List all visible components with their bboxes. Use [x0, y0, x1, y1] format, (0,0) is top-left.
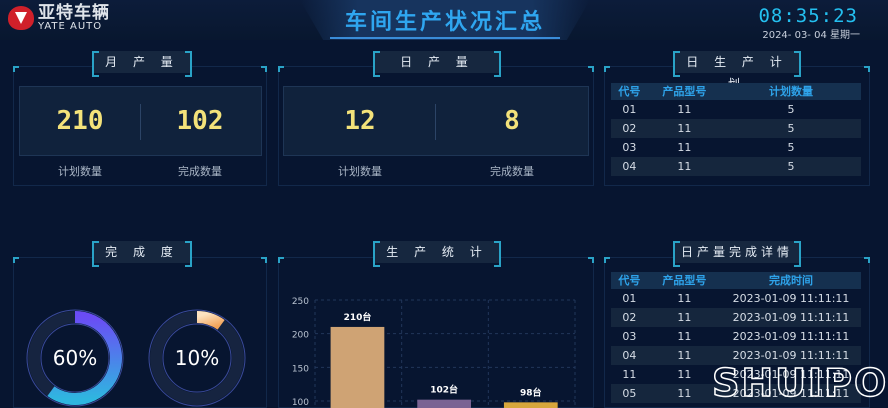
table-cell: 2023-01-09 11:11:11 [721, 384, 861, 403]
gauge-label-1: 10% [175, 346, 219, 370]
logo: 亚特车辆 YATE AUTO [8, 4, 110, 32]
monthly-title: 月 产 量 [92, 51, 192, 77]
date: 2024- 03- 04 星期一 [762, 30, 860, 41]
table-row: 01 11 2023-01-09 11:11:11 [611, 289, 861, 308]
daily-done-value: 8 [504, 106, 520, 136]
gauge-inner-ring [162, 323, 232, 393]
table-cell: 2023-01-09 11:11:11 [732, 292, 850, 305]
col-header: 产品型号 [647, 272, 721, 289]
plan-title: 日 生 产 计 划 [673, 51, 801, 91]
table-cell: 01 [622, 292, 637, 305]
bar-data-label: 98台 [520, 386, 542, 398]
table-cell: 03 [622, 330, 637, 343]
gauge-label-0: 60% [53, 346, 97, 370]
gauge-outer-ring [148, 309, 246, 407]
bar [330, 326, 385, 408]
logo-en: YATE AUTO [38, 21, 103, 32]
col-header: 代号 [611, 83, 648, 100]
table-row: 04 11 5 [611, 157, 861, 176]
table-cell: 2023-01-09 11:11:11 [721, 346, 861, 365]
table-row: 03 11 2023-01-09 11:11:11 [611, 327, 861, 346]
watermark: SHUIPO [711, 361, 888, 405]
monthly-done-value: 102 [176, 106, 224, 136]
table-cell: 5 [721, 119, 861, 138]
table-cell: 11 [677, 292, 692, 305]
logo-cn: 亚特车辆 [38, 3, 110, 23]
gauge-arc [196, 311, 225, 330]
y-tick-label: 150 [292, 364, 309, 374]
monthly-plan-value: 210 [56, 106, 104, 136]
table-cell: 11 [677, 141, 692, 154]
bar [503, 402, 558, 408]
detail-table: 代号 产品型号 完成时间 01 11 2023-01-09 11:11:11 02 11 20… [611, 272, 861, 403]
col-header: 产品型号 [647, 83, 721, 100]
table-cell: 02 [611, 308, 648, 327]
daily-plan-label: 计划数量 [338, 165, 382, 178]
daily-done-label: 完成数量 [490, 165, 534, 178]
table-row: 02 11 5 [611, 119, 861, 138]
table-cell: 2023-01-09 11:11:11 [721, 308, 861, 327]
monthly-plan-label: 计划数量 [58, 165, 102, 178]
col-header: 计划数量 [721, 83, 861, 100]
title-underline [330, 37, 560, 39]
table-cell: 05 [611, 384, 648, 403]
detail-title: 日产量完成详情 [673, 241, 801, 267]
y-tick-label: 100 [292, 398, 309, 408]
logo-mark-icon [8, 6, 34, 30]
plan-table: 代号 产品型号 计划数量 01 11 5 02 11 5 03 11 5 04 11 5 [611, 83, 861, 176]
table-row: 02 11 2023-01-09 11:11:11 [611, 308, 861, 327]
table-cell: 11 [647, 384, 721, 403]
divider [140, 104, 141, 140]
monthly-done-label: 完成数量 [178, 165, 222, 178]
table-cell: 11 [647, 346, 721, 365]
completion-title: 完 成 度 [92, 241, 192, 267]
table-cell: 5 [787, 103, 795, 116]
table-row: 03 11 5 [611, 138, 861, 157]
gauge-arc [47, 311, 122, 405]
table-cell: 11 [677, 330, 692, 343]
bar-data-label: 102台 [430, 384, 458, 396]
table-row: 04 11 2023-01-09 11:11:11 [611, 346, 861, 365]
table-row: 11 11 2023-01-09 11:11:11 [611, 365, 861, 384]
table-cell: 11 [647, 308, 721, 327]
table-cell: 11 [677, 103, 692, 116]
gauges: 60% 10% [26, 309, 246, 407]
gauge-inner-ring [40, 323, 110, 393]
table-cell: 11 [622, 368, 637, 381]
page-title: 车间生产状况汇总 [344, 10, 545, 35]
y-tick-label: 200 [292, 331, 309, 341]
table-cell: 04 [611, 157, 648, 176]
table-cell: 5 [721, 157, 861, 176]
col-header: 代号 [611, 272, 648, 289]
table-cell: 2023-01-09 11:11:11 [732, 368, 850, 381]
bar-data-label: 210台 [344, 311, 372, 323]
y-tick-label: 250 [292, 297, 309, 307]
table-cell: 04 [611, 346, 648, 365]
table-cell: 03 [622, 141, 637, 154]
table-cell: 11 [647, 119, 721, 138]
table-cell: 11 [677, 368, 692, 381]
table-cell: 5 [787, 141, 795, 154]
title-bar [300, 0, 590, 40]
table-cell: 01 [622, 103, 637, 116]
stats-title: 生 产 统 计 [373, 241, 501, 267]
gauge-outer-ring [26, 309, 124, 407]
divider [435, 104, 436, 140]
table-row: 01 11 5 [611, 100, 861, 119]
production-bar-chart: 250 200 150 100 210台 102台 98台 [292, 297, 576, 408]
clock: 08:35:23 [758, 5, 858, 27]
table-row: 05 11 2023-01-09 11:11:11 [611, 384, 861, 403]
table-cell: 02 [611, 119, 648, 138]
table-cell: 11 [647, 157, 721, 176]
col-header: 完成时间 [721, 272, 861, 289]
table-cell: 2023-01-09 11:11:11 [732, 330, 850, 343]
bar [417, 399, 471, 408]
daily-number-box [283, 86, 589, 156]
daily-title: 日 产 量 [373, 51, 501, 77]
daily-plan-value: 12 [344, 106, 376, 136]
